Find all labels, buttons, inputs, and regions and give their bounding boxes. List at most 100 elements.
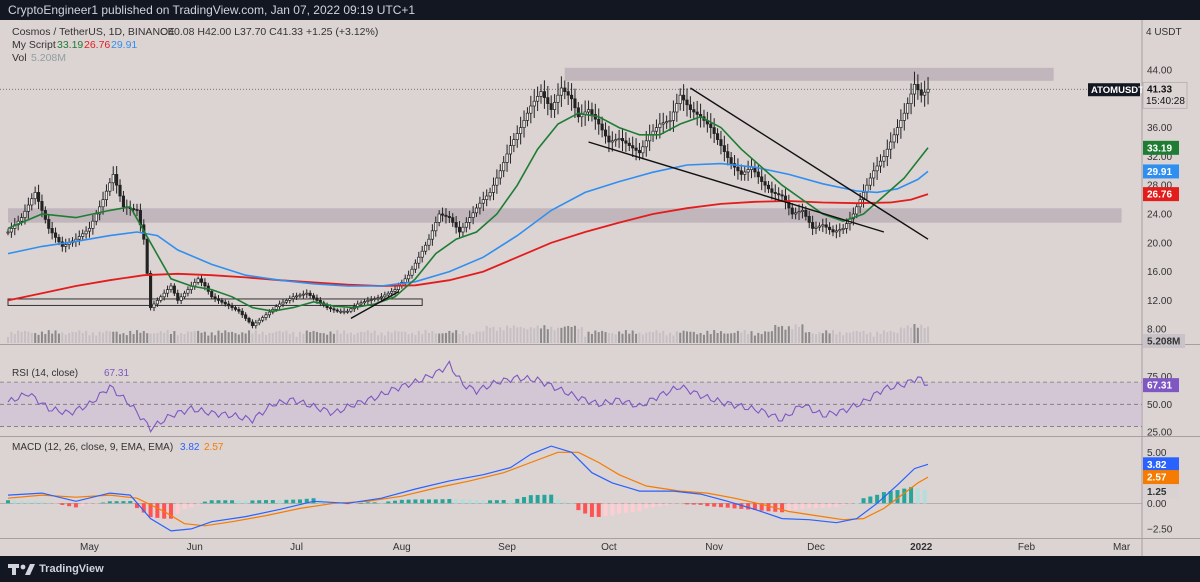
histogram-bar bbox=[60, 503, 65, 505]
volume-bar bbox=[570, 326, 573, 343]
volume-bar bbox=[492, 326, 495, 343]
candle-body bbox=[559, 87, 563, 96]
candle-body bbox=[328, 307, 333, 310]
histogram-bar bbox=[39, 501, 44, 504]
volume-bar bbox=[604, 332, 607, 343]
volume-bar bbox=[923, 327, 926, 343]
july-trendline[interactable] bbox=[350, 291, 399, 320]
rsi-pane[interactable] bbox=[0, 345, 1142, 436]
candle-body bbox=[403, 278, 407, 283]
candle-body bbox=[407, 274, 411, 280]
histogram-bar bbox=[542, 494, 547, 504]
volume-bar bbox=[645, 332, 648, 343]
candle-body bbox=[549, 103, 553, 110]
volume-bar bbox=[855, 330, 858, 343]
chart-canvas[interactable]: 44.0040.0036.0032.0028.0024.0020.0016.00… bbox=[0, 20, 1200, 556]
candle-body bbox=[264, 314, 268, 318]
volume-bar bbox=[125, 335, 128, 343]
moving-averages bbox=[7, 112, 929, 313]
time-axis[interactable] bbox=[0, 538, 1142, 556]
lower-wedge-line[interactable] bbox=[588, 141, 885, 233]
candle-body bbox=[176, 292, 180, 301]
candle-body bbox=[37, 192, 41, 202]
volume-bar bbox=[628, 333, 631, 343]
volume-bar bbox=[835, 334, 838, 343]
candle-body bbox=[576, 107, 580, 118]
trendlines-layer[interactable] bbox=[350, 87, 929, 320]
candle-body bbox=[227, 303, 231, 307]
candle-body bbox=[787, 201, 791, 209]
histogram-bar bbox=[664, 503, 669, 506]
candle-body bbox=[101, 199, 105, 208]
histogram-bar bbox=[515, 498, 520, 504]
histogram-bar bbox=[454, 499, 459, 504]
rsi-tick-label: 75.00 bbox=[1147, 372, 1172, 383]
macd-pane[interactable] bbox=[0, 437, 1142, 538]
candle-body bbox=[760, 176, 764, 182]
script-value-blue: 29.91 bbox=[111, 39, 137, 51]
volume-bar bbox=[434, 333, 437, 343]
histogram-bar bbox=[352, 503, 357, 505]
candle-body bbox=[665, 121, 669, 124]
volume-bar bbox=[23, 330, 26, 343]
histogram-bar bbox=[746, 503, 751, 510]
volume-bar bbox=[220, 332, 223, 343]
volume-bar bbox=[132, 334, 135, 343]
volume-bar bbox=[152, 333, 155, 343]
rsi-layer bbox=[0, 360, 1142, 434]
volume-bar bbox=[584, 336, 587, 343]
histogram-bar bbox=[216, 500, 221, 504]
volume-bar bbox=[180, 333, 183, 343]
candle-body bbox=[284, 300, 288, 303]
volume-bar bbox=[516, 327, 519, 343]
candle-body bbox=[685, 99, 689, 106]
candle-body bbox=[233, 307, 238, 310]
volume-bar bbox=[265, 335, 268, 343]
candle-body bbox=[430, 230, 434, 240]
histogram-bar bbox=[875, 494, 880, 504]
candle-body bbox=[845, 223, 849, 229]
histogram-tag: 1.25 bbox=[1143, 484, 1179, 499]
volume-bar bbox=[675, 331, 678, 343]
upper-wedge-line[interactable] bbox=[690, 87, 929, 240]
candle-body bbox=[118, 184, 122, 197]
volume-bar bbox=[502, 330, 505, 343]
histogram-bar bbox=[196, 503, 201, 505]
volume-bar bbox=[383, 335, 386, 343]
volume-bar bbox=[825, 330, 828, 343]
histogram-bar bbox=[297, 499, 302, 504]
candle-body bbox=[335, 309, 339, 312]
volume-bar bbox=[669, 332, 672, 343]
volume-bar bbox=[916, 327, 919, 343]
volume-bar bbox=[91, 332, 94, 343]
publisher-text: CryptoEngineer1 published on TradingView… bbox=[8, 3, 416, 17]
volume-bar bbox=[550, 326, 553, 343]
volume-bar bbox=[139, 332, 142, 343]
histogram-bar bbox=[277, 500, 282, 504]
histogram-bar bbox=[644, 503, 649, 509]
histogram-bar bbox=[168, 503, 173, 519]
histogram-bar bbox=[494, 500, 499, 504]
volume-bar bbox=[845, 332, 848, 343]
candle-body bbox=[807, 216, 811, 223]
price-tick-label: 8.00 bbox=[1147, 325, 1167, 336]
volume-bar bbox=[448, 330, 451, 343]
histogram-bar bbox=[657, 503, 662, 507]
candle-body bbox=[529, 105, 533, 114]
volume-bar bbox=[237, 334, 240, 343]
last-price-tag-bg bbox=[1142, 81, 1188, 109]
symbol-title: Cosmos / TetherUS, 1D, BINANCE bbox=[12, 26, 175, 38]
volume-bar bbox=[10, 331, 13, 343]
candle-body bbox=[688, 104, 692, 110]
volume-bar bbox=[764, 331, 767, 343]
volume-bar bbox=[34, 333, 37, 343]
candle-body bbox=[800, 210, 804, 212]
volume-bar bbox=[509, 327, 512, 343]
volume-bar bbox=[730, 333, 733, 343]
volume-bar bbox=[482, 331, 485, 343]
volume-bar bbox=[546, 329, 549, 343]
volume-bar bbox=[281, 332, 284, 343]
volume-bar bbox=[400, 331, 403, 343]
candle-body bbox=[739, 170, 743, 175]
